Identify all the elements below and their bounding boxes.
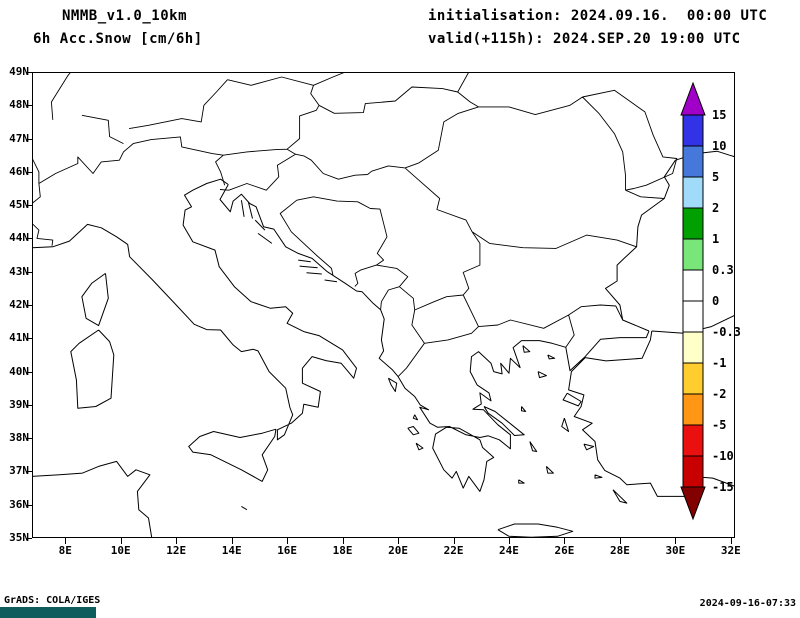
colorbar-label: -2	[712, 387, 727, 401]
lon-axis-label: 16E	[277, 544, 298, 557]
lon-axis-tick	[730, 538, 732, 544]
map-frame	[31, 71, 736, 539]
lat-axis-label: 37N	[9, 464, 29, 478]
lon-axis-tick	[287, 538, 289, 544]
grads-logo-bar	[0, 607, 96, 618]
lat-axis-tick	[26, 504, 32, 506]
colorbar-segment	[682, 331, 704, 364]
lon-axis-tick	[342, 538, 344, 544]
map-svg	[31, 71, 736, 539]
lat-axis-tick	[26, 471, 32, 473]
creation-timestamp: 2024-09-16-07:33	[699, 598, 796, 609]
lat-axis-tick	[26, 371, 32, 373]
colorbar-segment	[682, 362, 704, 395]
lat-axis-label: 45N	[9, 198, 29, 212]
colorbar-label: 0.3	[712, 263, 734, 277]
colorbar-arrow-down	[680, 486, 706, 521]
lon-axis-tick	[675, 538, 677, 544]
lon-axis-label: 28E	[609, 544, 630, 557]
lon-axis-label: 30E	[665, 544, 686, 557]
colorbar-segment	[682, 455, 704, 488]
lat-axis-label: 35N	[9, 531, 29, 544]
lat-axis-tick	[26, 438, 32, 440]
lon-axis-label: 32E	[720, 544, 741, 557]
colorbar-label: -15	[712, 480, 734, 494]
colorbar-segment	[682, 238, 704, 271]
colorbar-segment	[682, 393, 704, 426]
lat-axis-tick	[26, 171, 32, 173]
colorbar-svg	[680, 82, 706, 521]
lat-axis-label: 41N	[9, 331, 29, 345]
lat-axis-tick	[26, 105, 32, 107]
grads-credit: GrADS: COLA/IGES	[4, 595, 101, 606]
lon-axis-tick	[619, 538, 621, 544]
lon-axis-tick	[564, 538, 566, 544]
lat-axis-tick	[26, 271, 32, 273]
lat-axis-tick	[26, 404, 32, 406]
colorbar-segment	[682, 424, 704, 457]
colorbar-label: 10	[712, 139, 727, 153]
colorbar-label: 2	[712, 201, 720, 215]
lon-axis-tick	[120, 538, 122, 544]
lat-axis-label: 36N	[9, 497, 29, 511]
country-border-path	[31, 71, 678, 377]
lon-axis-label: 8E	[58, 544, 72, 557]
lon-axis-tick	[176, 538, 178, 544]
lat-axis-tick	[26, 305, 32, 306]
lat-axis-tick	[26, 205, 32, 207]
lat-axis-label: 39N	[9, 397, 29, 411]
lon-axis-tick	[508, 538, 510, 544]
lon-axis-tick	[453, 538, 455, 544]
lon-axis-label: 20E	[388, 544, 408, 557]
colorbar-segment	[682, 114, 704, 147]
lat-axis-label: 43N	[9, 264, 29, 278]
colorbar-label: 0	[712, 294, 720, 308]
lat-axis-label: 46N	[9, 164, 29, 178]
colorbar-label: 15	[712, 108, 727, 122]
lat-axis-label: 38N	[9, 431, 29, 445]
lon-axis-tick	[398, 538, 400, 544]
lat-axis-tick	[26, 338, 32, 340]
lat-axis-label: 49N	[9, 65, 29, 78]
lon-axis-label: 24E	[499, 544, 519, 557]
valid-time-label: valid(+115h): 2024.SEP.20 19:00 UTC	[428, 31, 741, 47]
colorbar-label: 1	[712, 232, 720, 246]
model-title: NMMB_v1.0_10km	[62, 8, 188, 24]
coastline-path	[31, 150, 736, 539]
lat-axis-label: 40N	[9, 364, 29, 378]
colorbar-label: -0.3	[712, 325, 741, 339]
init-time-label: initialisation: 2024.09.16. 00:00 UTC	[428, 8, 768, 24]
lon-axis-label: 18E	[332, 544, 353, 557]
lat-axis-tick	[26, 138, 32, 140]
lon-axis-label: 14E	[221, 544, 242, 557]
colorbar-segment	[682, 207, 704, 240]
map-frame-border	[32, 72, 735, 538]
colorbar-label: 5	[712, 170, 720, 184]
lon-axis-label: 10E	[110, 544, 131, 557]
colorbar-arrow-up	[680, 82, 706, 116]
colorbar-segment	[682, 269, 704, 302]
lon-axis-tick	[65, 538, 67, 544]
lat-axis-tick	[26, 538, 32, 539]
lon-axis-tick	[231, 538, 233, 544]
lon-axis-label: 12E	[166, 544, 187, 557]
lat-axis-tick	[26, 72, 32, 73]
colorbar-segment	[682, 145, 704, 178]
lat-axis-label: 47N	[9, 131, 29, 145]
colorbar-label: -10	[712, 449, 734, 463]
colorbar-label: -1	[712, 356, 727, 370]
lat-axis-label: 44N	[9, 231, 29, 245]
lon-axis-label: 22E	[443, 544, 464, 557]
colorbar-segment	[682, 300, 704, 333]
colorbar-label: -5	[712, 418, 727, 432]
colorbar-segment	[682, 176, 704, 209]
lat-axis-label: 42N	[9, 298, 29, 311]
lat-axis-label: 48N	[9, 98, 29, 112]
field-title: 6h Acc.Snow [cm/6h]	[33, 31, 203, 47]
lon-axis-label: 26E	[554, 544, 575, 557]
lat-axis-tick	[26, 238, 32, 240]
